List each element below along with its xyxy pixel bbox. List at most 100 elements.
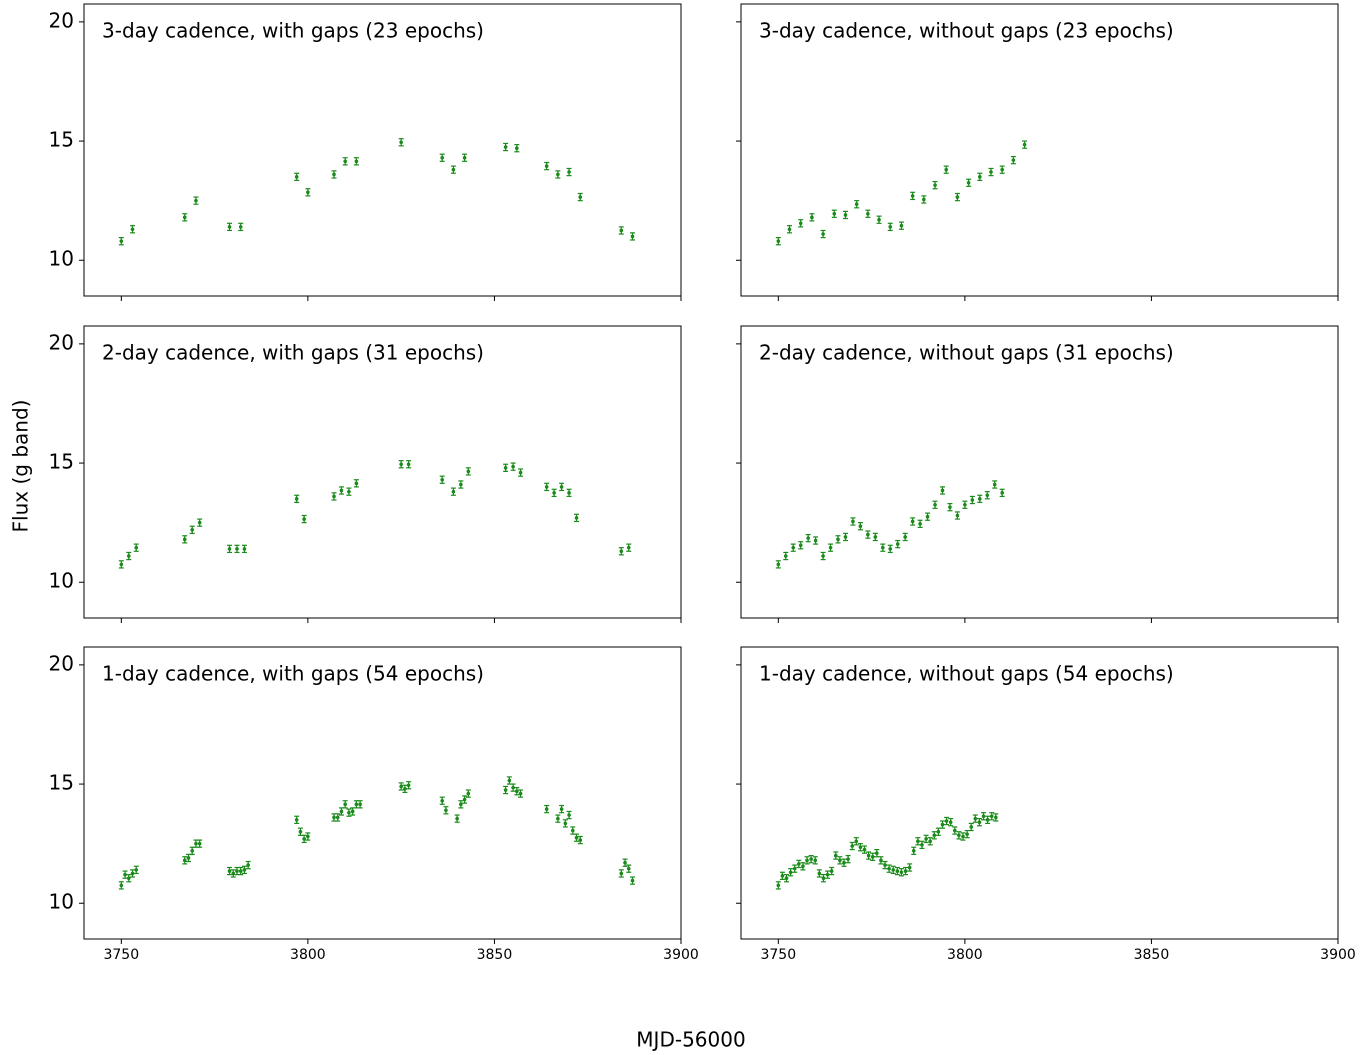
data-point bbox=[809, 857, 813, 861]
data-point bbox=[801, 864, 805, 869]
data-point bbox=[924, 837, 928, 841]
data-point bbox=[518, 470, 523, 475]
data-point bbox=[985, 818, 990, 822]
plot-frame bbox=[83, 325, 682, 619]
data-point bbox=[1000, 167, 1004, 172]
data-point bbox=[970, 498, 975, 502]
data-point bbox=[866, 853, 871, 858]
data-point bbox=[444, 808, 448, 813]
data-point bbox=[907, 865, 912, 870]
data-point bbox=[787, 227, 792, 232]
data-point bbox=[776, 883, 781, 888]
panel: 3-day cadence, without gaps (23 epochs) bbox=[736, 3, 1339, 301]
y-tick-label: 10 bbox=[49, 247, 74, 271]
data-point bbox=[343, 159, 347, 164]
data-point bbox=[916, 839, 920, 844]
data-point bbox=[821, 232, 825, 236]
data-point bbox=[462, 155, 467, 160]
data-point bbox=[920, 843, 924, 847]
data-point bbox=[347, 810, 351, 815]
data-point bbox=[134, 545, 139, 550]
data-point bbox=[977, 820, 982, 824]
data-point bbox=[994, 815, 998, 820]
data-point bbox=[791, 545, 796, 550]
x-tick-label: 3750 bbox=[103, 947, 139, 963]
y-tick-label: 20 bbox=[49, 651, 74, 675]
data-point bbox=[619, 871, 624, 876]
data-point bbox=[440, 798, 445, 803]
data-point bbox=[302, 837, 306, 841]
x-axis-label: MJD-56000 bbox=[636, 1028, 745, 1052]
data-point bbox=[870, 854, 875, 859]
data-point bbox=[940, 822, 945, 827]
data-point bbox=[887, 866, 891, 871]
data-point bbox=[559, 807, 564, 811]
data-point bbox=[556, 816, 560, 821]
data-point bbox=[197, 841, 202, 846]
data-point bbox=[306, 190, 310, 195]
data-point bbox=[810, 215, 814, 220]
data-point bbox=[343, 802, 347, 807]
y-tick-label: 20 bbox=[49, 330, 74, 354]
data-point bbox=[813, 538, 818, 543]
data-point bbox=[969, 825, 974, 829]
data-point bbox=[503, 788, 508, 792]
data-point bbox=[843, 213, 848, 217]
data-point bbox=[957, 833, 961, 838]
data-point bbox=[788, 870, 793, 875]
data-point bbox=[953, 828, 957, 833]
data-point bbox=[817, 871, 822, 876]
plot-frame bbox=[740, 3, 1339, 297]
data-point bbox=[503, 466, 508, 470]
data-point bbox=[406, 783, 411, 788]
data-point bbox=[544, 485, 549, 489]
data-point bbox=[989, 814, 994, 819]
data-point bbox=[182, 858, 187, 863]
data-point bbox=[880, 545, 885, 550]
data-point bbox=[515, 146, 519, 151]
data-point bbox=[899, 870, 904, 875]
data-point bbox=[985, 493, 990, 498]
data-point bbox=[784, 876, 789, 881]
data-point bbox=[354, 802, 359, 807]
data-point bbox=[182, 215, 187, 220]
data-point bbox=[574, 516, 579, 520]
data-point bbox=[797, 862, 801, 866]
data-point bbox=[227, 547, 232, 551]
data-point bbox=[246, 863, 250, 867]
data-point bbox=[888, 547, 893, 551]
data-point bbox=[119, 883, 124, 888]
data-point bbox=[556, 172, 560, 177]
y-tick-label: 10 bbox=[49, 569, 74, 593]
data-point bbox=[862, 847, 867, 852]
data-point bbox=[850, 844, 854, 848]
data-point bbox=[854, 839, 859, 844]
y-tick-label: 10 bbox=[49, 890, 74, 914]
data-point bbox=[992, 482, 997, 487]
data-point bbox=[846, 857, 850, 861]
data-point bbox=[511, 464, 515, 469]
data-point bbox=[227, 869, 232, 873]
data-point bbox=[877, 217, 881, 222]
panel-title: 2-day cadence, without gaps (31 epochs) bbox=[759, 341, 1174, 365]
data-point bbox=[451, 489, 456, 494]
data-point bbox=[459, 802, 463, 807]
x-tick-label: 3800 bbox=[947, 947, 983, 963]
data-point bbox=[843, 535, 848, 539]
data-point bbox=[854, 202, 859, 207]
data-point bbox=[563, 821, 568, 826]
data-point bbox=[911, 849, 916, 853]
data-point bbox=[399, 140, 403, 145]
data-point bbox=[462, 797, 467, 802]
data-point bbox=[973, 816, 978, 821]
data-point bbox=[875, 851, 879, 855]
data-point bbox=[134, 868, 139, 872]
data-point bbox=[466, 791, 471, 796]
data-point bbox=[933, 183, 937, 187]
y-tick-label: 20 bbox=[49, 8, 74, 32]
plot-frame bbox=[740, 646, 1339, 940]
data-point bbox=[866, 211, 870, 216]
panel-title: 3-day cadence, without gaps (23 epochs) bbox=[759, 19, 1174, 43]
data-point bbox=[842, 860, 846, 865]
data-point bbox=[910, 194, 915, 198]
